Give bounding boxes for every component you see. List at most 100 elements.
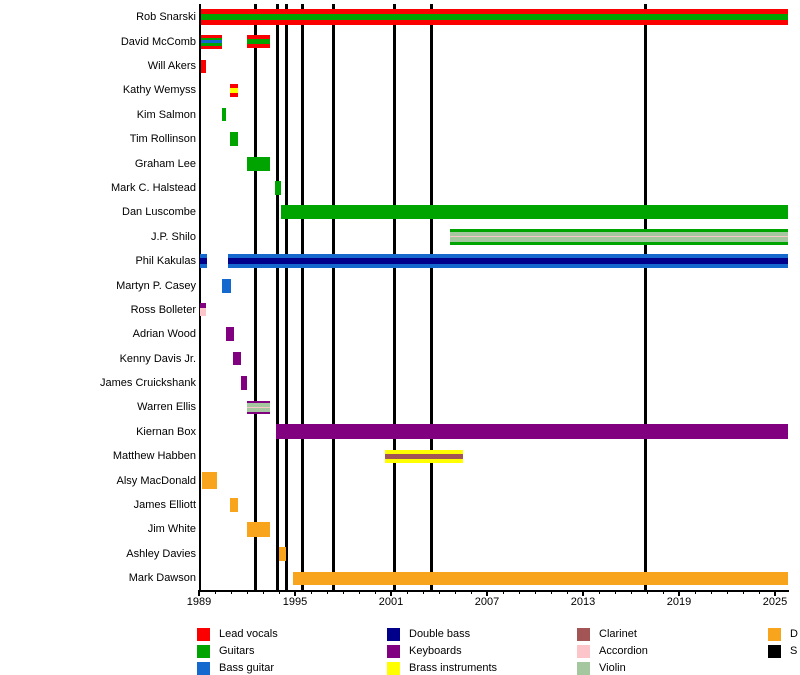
bar-stripe-drums xyxy=(279,546,287,561)
bar-stripe-keyboards xyxy=(247,400,271,404)
member-label: Jim White xyxy=(147,523,196,536)
member-label: David McComb xyxy=(120,35,196,48)
timeline-bar xyxy=(275,180,282,195)
x-axis-minor-tick xyxy=(454,590,456,594)
bar-stripe-lead-vocals xyxy=(200,59,207,73)
x-axis-minor-tick xyxy=(566,590,568,594)
x-axis-minor-tick xyxy=(406,590,408,594)
album-release-line xyxy=(275,4,279,590)
x-axis-minor-tick xyxy=(230,590,232,594)
bar-stripe-lead-vocals xyxy=(200,20,788,26)
legend-label: Accordion xyxy=(599,645,648,657)
bar-stripe-violin xyxy=(247,403,271,407)
bar-stripe-guitars xyxy=(247,156,271,171)
album-release-line xyxy=(392,4,396,590)
album-release-line xyxy=(284,4,288,590)
timeline-bar xyxy=(247,156,271,171)
bar-stripe-lead-vocals xyxy=(200,45,223,49)
bar-stripe-bass-guitar xyxy=(199,263,207,269)
member-label: James Elliott xyxy=(133,499,196,511)
x-tick-label: 2019 xyxy=(666,596,692,608)
timeline-bar xyxy=(226,327,235,342)
member-label: J.P. Shilo xyxy=(150,230,196,243)
bar-stripe-double-bass xyxy=(199,258,207,264)
member-label: Will Akers xyxy=(147,60,196,72)
bar-stripe-guitars xyxy=(450,228,788,232)
timeline-bar xyxy=(222,108,227,122)
bar-stripe-bass-guitar xyxy=(227,263,788,269)
x-axis-minor-tick xyxy=(742,590,744,594)
member-label: Kathy Wemyss xyxy=(122,84,196,97)
x-axis-minor-tick xyxy=(598,590,600,594)
x-tick-label: 1995 xyxy=(282,596,308,608)
bar-stripe-lead-vocals xyxy=(230,83,239,88)
timeline-bar xyxy=(281,205,788,220)
x-axis-minor-tick xyxy=(358,590,360,594)
x-axis-minor-tick xyxy=(310,590,312,594)
album-release-line xyxy=(331,4,335,590)
album-release-line xyxy=(429,4,433,590)
member-label: Phil Kakulas xyxy=(135,255,196,268)
bar-stripe-guitars xyxy=(275,180,282,195)
timeline-bar xyxy=(200,34,223,49)
x-axis-minor-tick xyxy=(550,590,552,594)
legend-label: Guitars xyxy=(219,645,255,657)
timeline-bar xyxy=(450,228,788,245)
x-axis-major-tick xyxy=(678,590,680,596)
bar-stripe-bass-guitar xyxy=(222,278,231,293)
bar-stripe-guitars xyxy=(200,43,223,46)
timeline-bar xyxy=(202,472,217,490)
bar-stripe-guitars xyxy=(222,108,227,122)
legend-swatch-drums xyxy=(768,628,781,641)
timeline-bar xyxy=(199,254,207,269)
member-label: Adrian Wood xyxy=(132,328,196,341)
album-release-line xyxy=(300,4,304,590)
x-axis-major-tick xyxy=(486,590,488,596)
timeline-bar xyxy=(200,9,788,26)
x-tick-label: 2013 xyxy=(570,596,596,608)
legend-swatch-clarinet xyxy=(577,628,590,641)
member-label: Mark Dawson xyxy=(128,572,196,585)
timeline-bar xyxy=(240,376,247,391)
bar-stripe-lead-vocals xyxy=(247,44,271,49)
x-axis-minor-tick xyxy=(534,590,536,594)
bar-stripe-accordion xyxy=(450,235,788,238)
x-axis-major-tick xyxy=(198,590,200,596)
timeline-bar xyxy=(222,278,231,293)
x-tick-label: 2001 xyxy=(378,596,404,608)
x-axis-minor-tick xyxy=(438,590,440,594)
timeline-bar xyxy=(275,424,788,440)
member-label: Mark C. Halstead xyxy=(111,181,196,194)
bar-stripe-double-bass xyxy=(227,258,788,264)
legend-label: Bass guitar xyxy=(219,662,275,674)
timeline-bar xyxy=(230,498,239,512)
bar-stripe-guitars xyxy=(230,132,239,147)
member-label: Ashley Davies xyxy=(126,547,196,560)
member-label: Dan Luscombe xyxy=(122,206,196,219)
bar-stripe-bass-guitar xyxy=(200,39,223,44)
x-axis-minor-tick xyxy=(614,590,616,594)
member-label: Tim Rollinson xyxy=(129,133,196,146)
bar-stripe-drums xyxy=(230,498,239,512)
legend-label: Double bass xyxy=(409,628,471,640)
timeline-bar xyxy=(279,546,287,561)
legend-label: Clarinet xyxy=(599,628,637,640)
timeline-bar xyxy=(199,303,207,317)
bar-stripe-guitars xyxy=(200,14,788,21)
legend-label: Lead vocals xyxy=(219,628,278,640)
legend-label: Brass instruments xyxy=(409,662,498,674)
x-axis-minor-tick xyxy=(326,590,328,594)
x-axis-minor-tick xyxy=(758,590,760,594)
bar-stripe-guitars xyxy=(200,37,223,40)
bar-stripe-keyboards xyxy=(247,411,271,414)
y-axis-line xyxy=(199,4,201,591)
member-label: Matthew Habben xyxy=(112,450,196,463)
bar-stripe-lead-vocals xyxy=(200,34,223,38)
legend-label: Keyboards xyxy=(409,645,462,657)
member-label: Alsy MacDonald xyxy=(116,474,196,487)
x-axis-major-tick xyxy=(774,590,776,596)
x-axis-major-tick xyxy=(390,590,392,596)
legend-swatch-albums xyxy=(768,645,781,658)
timeline-bar xyxy=(384,449,463,463)
